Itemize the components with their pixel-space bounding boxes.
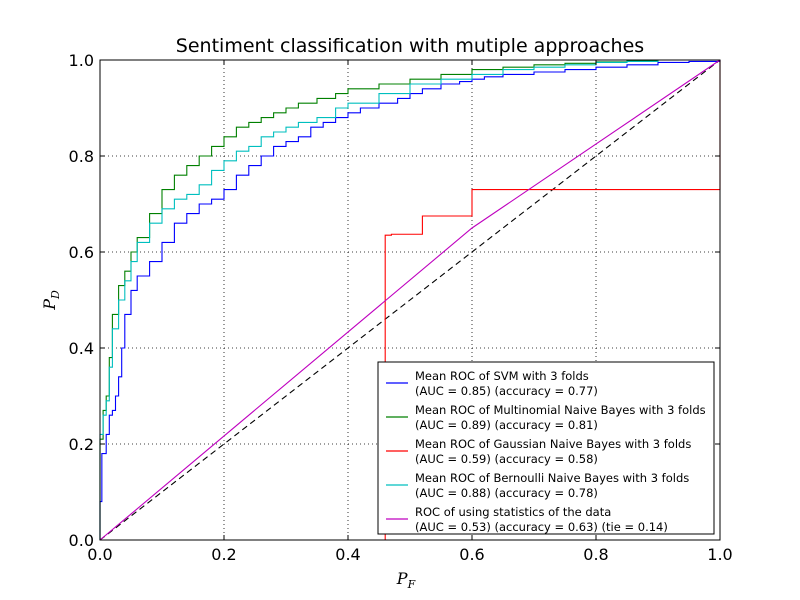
plot-frame bbox=[99, 59, 721, 541]
x-tick-label: 1.0 bbox=[707, 545, 732, 564]
axis-ticks: 0.0 0.2 0.4 0.6 0.8 1.0 0.0 0.2 0.4 0.6 0.8 1.0 bbox=[69, 51, 733, 564]
x-tick-label: 0.2 bbox=[211, 545, 236, 564]
legend-label-1: Mean ROC of SVM with 3 folds bbox=[415, 369, 589, 383]
series-line-4 bbox=[99, 59, 720, 540]
x-tick-label: 0.6 bbox=[459, 545, 484, 564]
legend-label-3: Mean ROC of Gaussian Naive Bayes with 3 … bbox=[415, 437, 691, 451]
x-tick-label: 0.0 bbox=[87, 545, 112, 564]
legend-label-detail-1: (AUC = 0.85) (accuracy = 0.77) bbox=[415, 384, 598, 398]
series-line-2 bbox=[99, 59, 720, 540]
y-axis-label: PD bbox=[40, 290, 62, 311]
x-axis-label-main: P bbox=[396, 569, 408, 588]
legend-label-5: ROC of using statistics of the data bbox=[415, 505, 611, 519]
chart-title: Sentiment classification with mutiple ap… bbox=[176, 35, 644, 57]
y-tick-label: 0.0 bbox=[69, 531, 94, 550]
series-line-1 bbox=[99, 60, 721, 540]
reference-diagonal-line bbox=[99, 59, 721, 541]
legend-label-detail-5: (AUC = 0.53) (accuracy = 0.63) (tie = 0.… bbox=[415, 520, 668, 534]
y-tick-label: 0.8 bbox=[69, 147, 94, 166]
x-axis-label: PF bbox=[396, 569, 416, 591]
legend: Mean ROC of SVM with 3 folds(AUC = 0.85)… bbox=[377, 361, 715, 535]
y-tick-label: 0.2 bbox=[69, 435, 94, 454]
y-tick-label: 0.4 bbox=[69, 339, 94, 358]
y-tick-label: 1.0 bbox=[69, 51, 94, 70]
series-line-5 bbox=[99, 59, 721, 541]
x-axis-label-sub: F bbox=[407, 578, 416, 591]
y-axis-label-sub: D bbox=[49, 290, 62, 300]
y-axis-label-main: P bbox=[40, 299, 59, 311]
series-lines bbox=[99, 59, 721, 541]
y-tick-label: 0.6 bbox=[69, 243, 94, 262]
series-line-3 bbox=[100, 60, 721, 541]
legend-box bbox=[377, 361, 715, 535]
legend-label-2: Mean ROC of Multinomial Naive Bayes with… bbox=[415, 403, 706, 417]
legend-label-4: Mean ROC of Bernoulli Naive Bayes with 3… bbox=[415, 471, 689, 485]
legend-label-detail-4: (AUC = 0.88) (accuracy = 0.78) bbox=[415, 486, 598, 500]
x-tick-label: 0.8 bbox=[583, 545, 608, 564]
legend-label-detail-2: (AUC = 0.89) (accuracy = 0.81) bbox=[415, 418, 598, 432]
legend-label-detail-3: (AUC = 0.59) (accuracy = 0.58) bbox=[415, 452, 598, 466]
x-tick-label: 0.4 bbox=[335, 545, 360, 564]
